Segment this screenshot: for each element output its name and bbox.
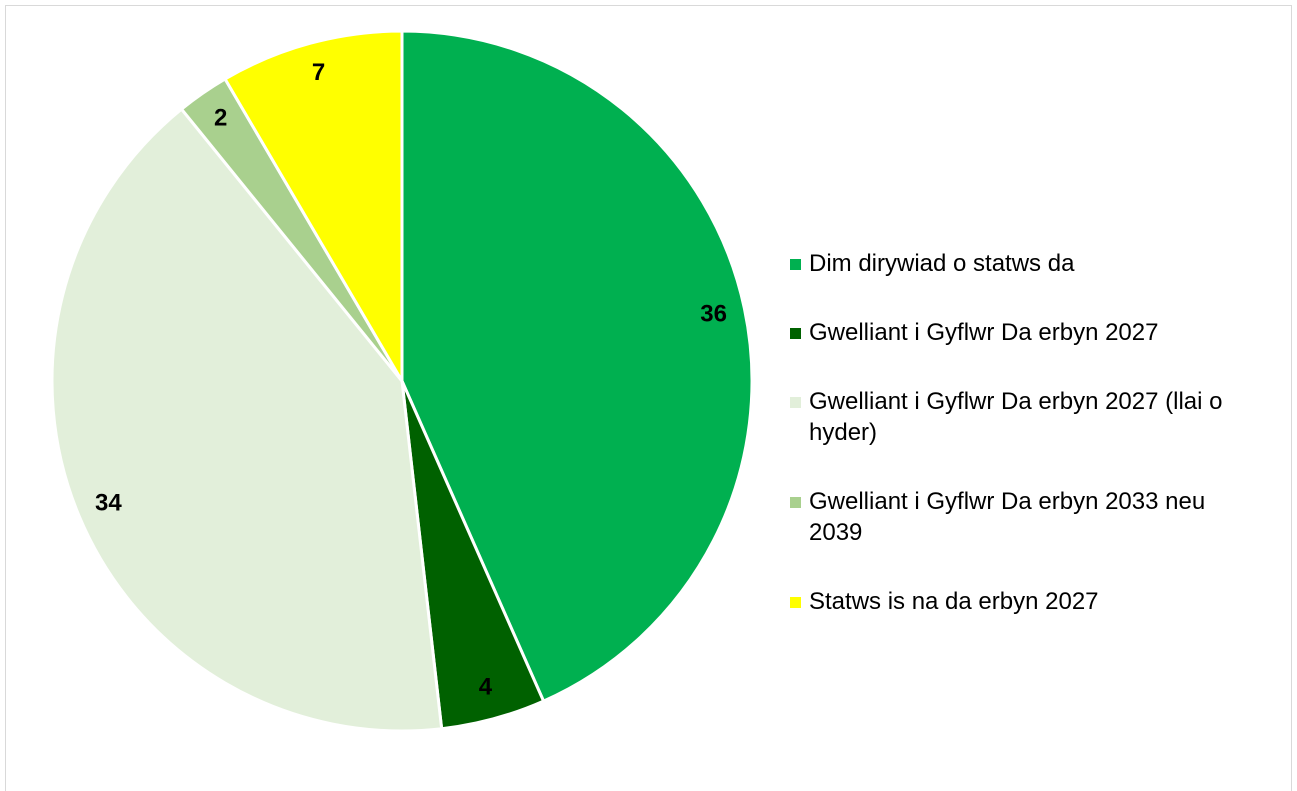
pie-slice — [223, 29, 404, 387]
legend-swatch — [790, 259, 801, 270]
legend: Dim dirywiad o statws da Gwelliant i Gyfl… — [790, 248, 1250, 655]
legend-swatch — [790, 328, 801, 339]
legend-label: Gwelliant i Gyflwr Da erbyn 2027 — [809, 319, 1159, 346]
pie-slice — [400, 29, 754, 704]
legend-item: Statws is na da erbyn 2027 — [790, 586, 1250, 617]
pie-slice — [50, 107, 444, 733]
data-label: 36 — [700, 301, 727, 328]
legend-item: Gwelliant i Gyflwr Da erbyn 2027 — [790, 317, 1250, 348]
legend-label: Gwelliant i Gyflwr Da erbyn 2027 (llai o… — [809, 388, 1223, 446]
data-label: 7 — [312, 59, 325, 86]
legend-label: Dim dirywiad o statws da — [809, 250, 1075, 277]
chart-border — [5, 5, 1292, 791]
data-label: 4 — [479, 674, 493, 701]
legend-item: Gwelliant i Gyflwr Da erbyn 2027 (llai o… — [790, 386, 1250, 448]
legend-label: Gwelliant i Gyflwr Da erbyn 2033 neu 203… — [809, 488, 1206, 546]
legend-item: Dim dirywiad o statws da — [790, 248, 1250, 279]
legend-label: Statws is na da erbyn 2027 — [809, 588, 1099, 615]
data-label: 2 — [214, 104, 227, 131]
legend-swatch — [790, 397, 801, 408]
legend-swatch — [790, 497, 801, 508]
legend-swatch — [790, 597, 801, 608]
legend-item: Gwelliant i Gyflwr Da erbyn 2033 neu 203… — [790, 486, 1250, 548]
data-label: 34 — [95, 490, 122, 517]
